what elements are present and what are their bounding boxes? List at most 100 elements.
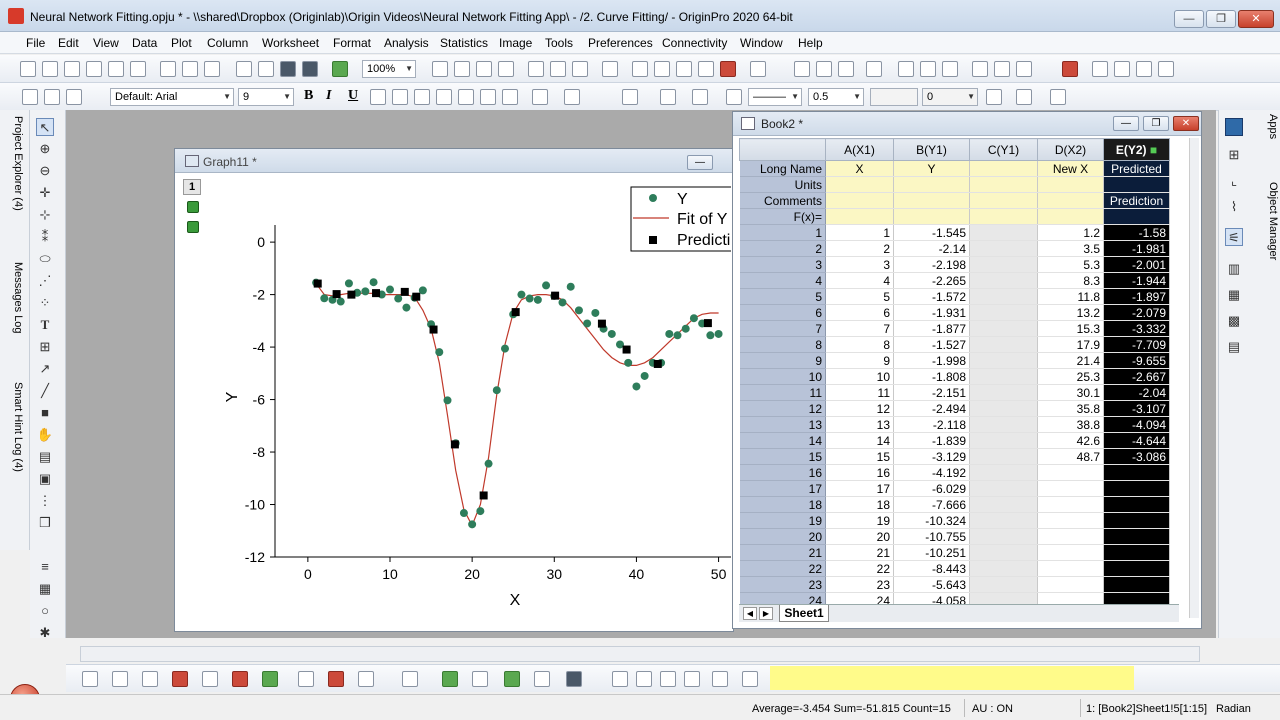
set-x-icon[interactable]: [1092, 61, 1108, 77]
table-cell[interactable]: [969, 288, 1038, 305]
row-number[interactable]: 10: [739, 368, 826, 385]
row-number[interactable]: 4: [739, 272, 826, 289]
contour-plot-icon[interactable]: [472, 671, 488, 687]
table-cell[interactable]: 11.8: [1037, 288, 1104, 305]
table-cell[interactable]: 13: [825, 416, 894, 433]
table-cell[interactable]: [1037, 464, 1104, 481]
menu-analysis[interactable]: Analysis: [384, 36, 429, 50]
chart-legend[interactable]: Y Fit of Y Predicti: [630, 186, 731, 252]
table-cell[interactable]: -1.897: [1103, 288, 1170, 305]
layer-management-icon[interactable]: [660, 671, 676, 687]
template-library-icon[interactable]: [358, 671, 374, 687]
merge-graphs-icon[interactable]: [684, 671, 700, 687]
table-cell[interactable]: 9: [825, 352, 894, 369]
table-cell[interactable]: 8.3: [1037, 272, 1104, 289]
table-icon[interactable]: [1050, 89, 1066, 105]
pattern-value-select[interactable]: 0 ▼: [922, 88, 978, 106]
line-icon[interactable]: ╱: [41, 383, 49, 398]
meta-cell[interactable]: [1037, 192, 1104, 209]
arrange-icon[interactable]: ▦: [1227, 287, 1241, 302]
table-cell[interactable]: 3: [825, 256, 894, 273]
table-cell[interactable]: -7.666: [893, 496, 970, 513]
table-cell[interactable]: 5.3: [1037, 256, 1104, 273]
table-cell[interactable]: -4.644: [1103, 432, 1170, 449]
table-cell[interactable]: [1037, 496, 1104, 513]
line-symbol-plot-icon[interactable]: [142, 671, 158, 687]
table-cell[interactable]: -3.107: [1103, 400, 1170, 417]
table-cell[interactable]: -2.079: [1103, 304, 1170, 321]
3d-plot-icon[interactable]: [402, 671, 418, 687]
table-cell[interactable]: [1103, 576, 1170, 593]
new-layout-icon[interactable]: [182, 61, 198, 77]
table-cell[interactable]: [969, 336, 1038, 353]
insert-graph-icon[interactable]: ▤: [38, 449, 52, 464]
set-none-icon[interactable]: [1158, 61, 1174, 77]
table-cell[interactable]: 6: [825, 304, 894, 321]
table-cell[interactable]: 21: [825, 544, 894, 561]
row-number[interactable]: 3: [739, 256, 826, 273]
table-cell[interactable]: [969, 272, 1038, 289]
table-cell[interactable]: 17.9: [1037, 336, 1104, 353]
sheet-tab-sheet1[interactable]: Sheet1: [779, 605, 829, 622]
new-matrix-icon[interactable]: [108, 61, 124, 77]
table-cell[interactable]: [969, 416, 1038, 433]
stacked-column-icon[interactable]: [920, 61, 936, 77]
graph-minimize-button[interactable]: —: [687, 155, 713, 170]
table-cell[interactable]: -1.839: [893, 432, 970, 449]
table-cell[interactable]: -1.998: [893, 352, 970, 369]
zoom-out-icon[interactable]: ⊖: [39, 163, 51, 178]
meta-cell[interactable]: [893, 192, 970, 209]
box-chart-icon[interactable]: [328, 671, 344, 687]
font-color-icon[interactable]: [564, 89, 580, 105]
histogram-icon[interactable]: [942, 61, 958, 77]
workbook-close-button[interactable]: ✕: [1173, 116, 1199, 131]
data-selector-icon[interactable]: ⬭: [39, 251, 51, 266]
menu-connectivity[interactable]: Connectivity: [662, 36, 728, 50]
menu-help[interactable]: Help: [798, 36, 823, 50]
table-cell[interactable]: [969, 576, 1038, 593]
table-cell[interactable]: [969, 256, 1038, 273]
table-cell[interactable]: 11: [825, 384, 894, 401]
meta-row-label[interactable]: F(x)=: [739, 208, 826, 225]
refresh-icon[interactable]: [454, 61, 470, 77]
menu-tools[interactable]: Tools: [545, 36, 574, 50]
workbook-window[interactable]: Book2 * — ❐ ✕ A(X1) B(Y1) C(Y1) D(X2) E(…: [732, 111, 1202, 629]
table-cell[interactable]: [969, 528, 1038, 545]
minimize-button[interactable]: —: [1174, 10, 1204, 28]
code-builder-icon[interactable]: [498, 61, 514, 77]
table-cell[interactable]: 13.2: [1037, 304, 1104, 321]
workbook-title-bar[interactable]: Book2 * — ❐ ✕: [733, 112, 1201, 136]
heatmap-icon[interactable]: [504, 671, 520, 687]
text-tool-icon[interactable]: [532, 89, 548, 105]
meta-cell[interactable]: Y: [893, 160, 970, 177]
table-cell[interactable]: 14: [825, 432, 894, 449]
meta-cell[interactable]: [969, 160, 1038, 177]
meta-cell[interactable]: [1037, 176, 1104, 193]
row-number[interactable]: 20: [739, 528, 826, 545]
set-column-values-icon[interactable]: [838, 61, 854, 77]
draw-data-icon[interactable]: ⋮: [38, 493, 52, 508]
table-cell[interactable]: 18: [825, 496, 894, 513]
smart-hint-log-tab[interactable]: Smart Hint Log (4): [12, 382, 24, 472]
meta-cell[interactable]: [893, 208, 970, 225]
new-workbook-icon[interactable]: [64, 61, 80, 77]
error-bar-icon[interactable]: [232, 671, 248, 687]
column-header-d[interactable]: D(X2): [1037, 138, 1104, 161]
workbook-minimize-button[interactable]: —: [1113, 116, 1139, 131]
table-cell[interactable]: 10: [825, 368, 894, 385]
nn-fitting-app-icon[interactable]: ⚟: [1225, 228, 1243, 246]
supersubscript-icon[interactable]: [414, 89, 430, 105]
curve-icon[interactable]: ⌇: [1230, 199, 1238, 214]
table-cell[interactable]: [969, 240, 1038, 257]
duplicate-icon[interactable]: [476, 61, 492, 77]
corner-cell[interactable]: [739, 138, 826, 161]
table-cell[interactable]: [969, 544, 1038, 561]
table-cell[interactable]: 3.5: [1037, 240, 1104, 257]
pattern-icon[interactable]: [660, 89, 676, 105]
meta-cell[interactable]: [825, 192, 894, 209]
pattern-select[interactable]: [870, 88, 918, 106]
meta-cell[interactable]: [1037, 208, 1104, 225]
worksheet-grid[interactable]: A(X1) B(Y1) C(Y1) D(X2) E(Y2) ■ Long Nam…: [739, 138, 1170, 609]
paste-icon[interactable]: [66, 89, 82, 105]
row-number[interactable]: 2: [739, 240, 826, 257]
